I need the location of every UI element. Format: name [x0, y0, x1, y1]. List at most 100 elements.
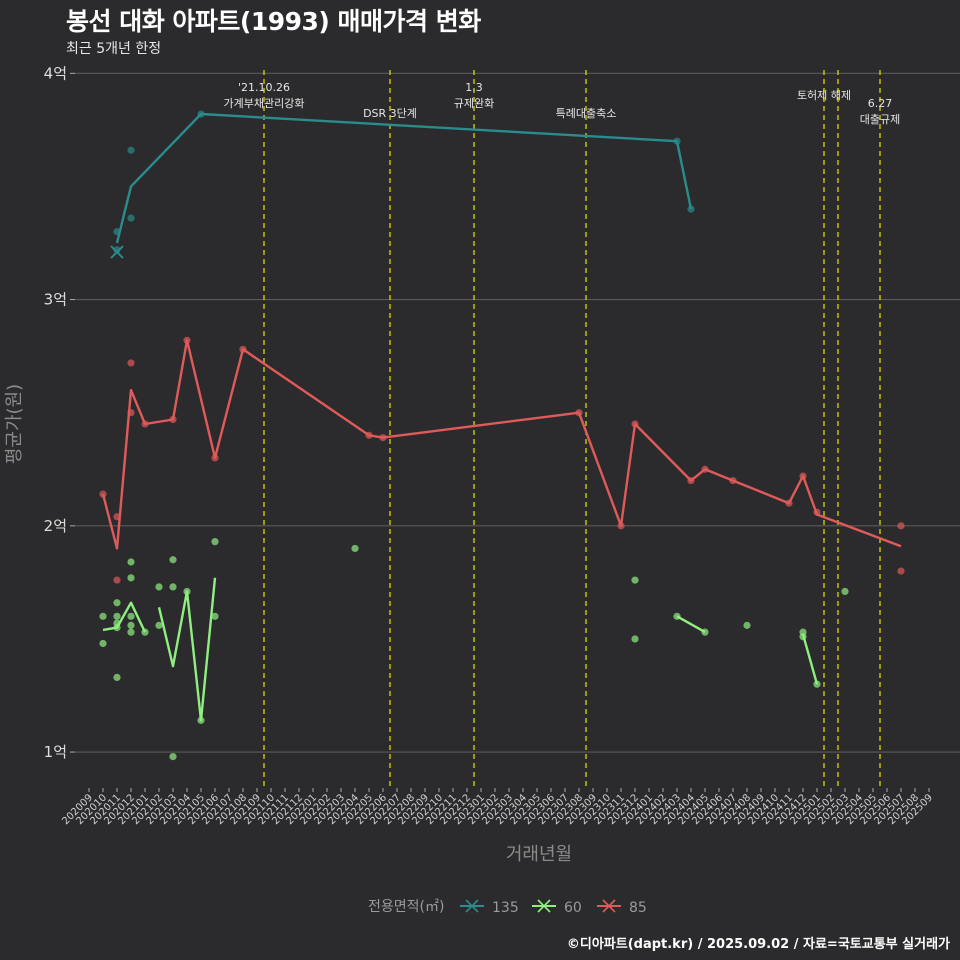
data-point [211, 454, 219, 462]
event-label: '21.10.26 [238, 81, 290, 94]
data-point [729, 476, 737, 485]
data-point [169, 415, 177, 424]
y-axis: 1억 2억 3억 4억 [44, 64, 75, 761]
data-point [113, 612, 121, 620]
data-point [141, 628, 149, 636]
data-point [673, 137, 681, 145]
event-label: 1.3 [465, 81, 483, 94]
data-point [113, 513, 121, 521]
gridlines [75, 72, 960, 753]
data-point [127, 359, 135, 367]
data-point [701, 628, 709, 636]
data-point [813, 680, 821, 688]
event-label: 특례대출축소 [556, 107, 617, 120]
series-85 [99, 336, 905, 584]
data-point [897, 522, 905, 530]
y-axis-title: 평균가(원) [4, 384, 25, 464]
data-point [617, 522, 625, 530]
data-point [211, 538, 219, 546]
event-label: 대출규제 [860, 113, 900, 126]
data-point [99, 612, 107, 620]
data-point [687, 205, 695, 213]
data-point [99, 490, 107, 498]
legend-key-cross [537, 899, 551, 913]
data-point [631, 576, 639, 584]
data-point [351, 544, 359, 553]
data-point [169, 752, 177, 761]
event-label: 가계부채관리강화 [224, 97, 305, 110]
data-point [239, 345, 247, 353]
x-axis-title: 거래년월 [506, 844, 572, 865]
data-point [113, 624, 121, 632]
data-point [365, 431, 373, 439]
legend-key-cross [602, 899, 616, 913]
series-line [101, 339, 902, 550]
legend-key-cross [465, 899, 479, 913]
data-point [631, 420, 639, 428]
data-point [813, 508, 821, 516]
data-point [673, 612, 681, 620]
series-line [115, 112, 693, 244]
data-point [127, 214, 135, 222]
legend-label: 60 [564, 900, 582, 916]
data-point [127, 574, 135, 582]
data-point [197, 716, 205, 724]
series-line [676, 615, 706, 634]
legend-title: 전용면적(㎡) [368, 899, 444, 915]
y-tick-label: 4억 [44, 64, 67, 82]
x-axis: 2020092020102020112020122021012021022021… [60, 788, 935, 827]
data-point [127, 409, 135, 417]
data-point [113, 228, 121, 236]
event-label: DSR 3단계 [363, 107, 417, 120]
data-point [127, 628, 135, 636]
event-label: 토허제 해제 [797, 88, 851, 102]
data-point [785, 499, 793, 507]
cross-marker [110, 245, 124, 259]
y-tick-label: 1억 [44, 743, 67, 761]
legend-label: 85 [629, 900, 647, 916]
data-point [575, 409, 583, 417]
series-line [157, 577, 217, 722]
data-point [743, 621, 751, 629]
data-point [183, 587, 191, 596]
chart-title: 봉선 대화 아파트(1993) 매매가격 변화 [66, 7, 481, 36]
data-point [113, 576, 121, 584]
data-point [841, 587, 849, 596]
data-point [701, 465, 709, 473]
data-point [127, 621, 135, 629]
data-point [183, 336, 191, 344]
data-point [127, 146, 135, 154]
source-caption: ©디아파트(dapt.kr) / 2025.09.02 / 자료=국토교통부 실… [566, 937, 950, 952]
data-point [631, 635, 639, 643]
series-line [102, 601, 147, 633]
data-point [379, 433, 387, 442]
data-point [897, 567, 905, 575]
legend: 전용면적(㎡) 135 60 85 [368, 899, 647, 916]
data-point [99, 639, 107, 648]
series-line [801, 634, 819, 685]
data-point [155, 621, 163, 629]
data-point [799, 472, 807, 480]
event-label: 규제완화 [454, 97, 494, 110]
y-tick-label: 2억 [44, 517, 67, 535]
data-point [687, 476, 695, 485]
data-point [141, 420, 149, 428]
data-point [127, 558, 135, 566]
data-point [127, 612, 135, 620]
y-tick-label: 3억 [44, 291, 67, 309]
event-label: 6.27 [868, 97, 893, 110]
data-point [197, 110, 205, 118]
data-point [113, 673, 121, 682]
legend-label: 135 [492, 900, 519, 916]
data-point [169, 556, 177, 564]
data-point [113, 599, 121, 607]
series-layer [99, 110, 905, 761]
chart-subtitle: 최근 5개년 한정 [66, 41, 162, 57]
data-point [155, 583, 163, 591]
data-point [799, 633, 807, 641]
series-135 [110, 110, 695, 259]
series-60 [99, 538, 849, 761]
data-point [211, 612, 219, 620]
